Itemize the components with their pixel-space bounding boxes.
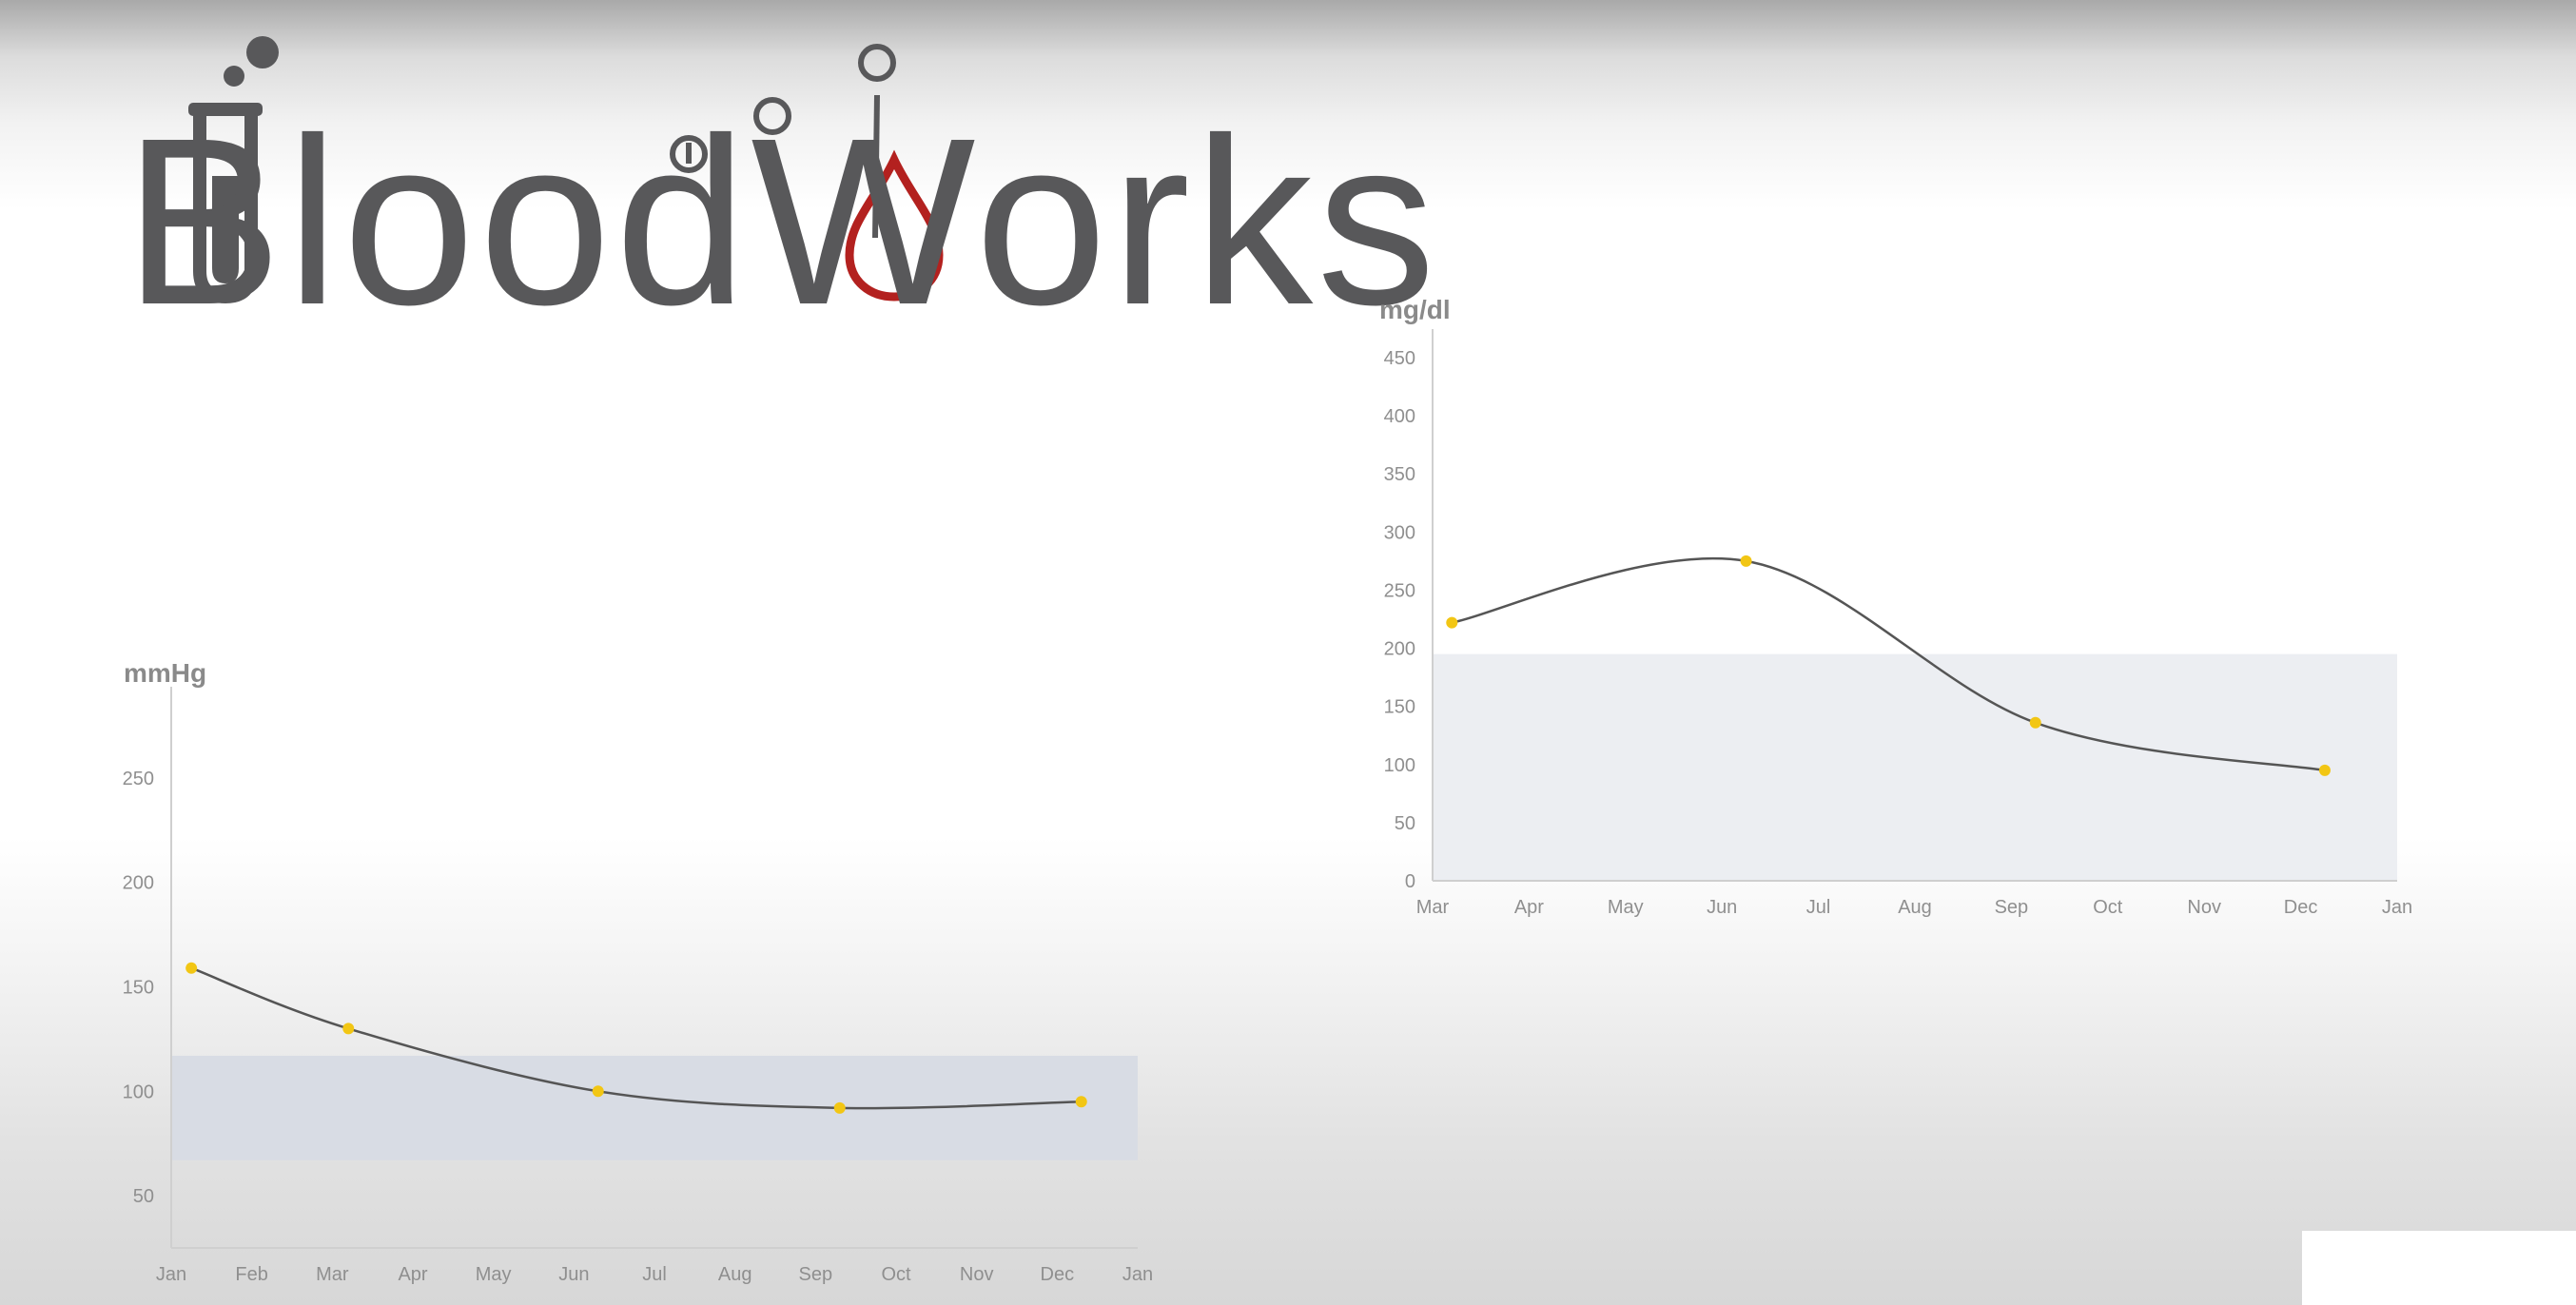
data-point [1075,1096,1087,1108]
y-tick-label: 250 [1384,580,1415,601]
y-tick-label: 300 [1384,522,1415,543]
y-tick-label: 200 [123,873,154,894]
y-tick-label: 50 [133,1186,154,1207]
x-tick-label: Oct [881,1264,911,1285]
x-tick-label: Nov [2187,897,2221,918]
blood-drop-icon [845,149,944,302]
blood-pressure-chart: mmHg 50 100 150 200 250 Jan Feb Mar Apr May Jun Jul… [95,639,1199,1286]
x-tick-label: Sep [1995,897,2029,918]
x-tick-label: Mar [316,1264,349,1285]
x-tick-label: Nov [960,1264,994,1285]
x-tick-label: Apr [1514,897,1544,918]
y-tick-label: 250 [123,769,154,789]
logo-wordmark: BloodWorks [124,88,1440,354]
x-tick-label: Jan [156,1264,186,1285]
data-point [185,962,198,974]
x-tick-label: Dec [2284,897,2318,918]
test-tube-icon [188,36,279,304]
x-tick-label: Dec [1041,1264,1075,1285]
y-tick-label: 400 [1384,406,1415,427]
x-tick-label: Aug [1898,897,1932,918]
data-point [2318,764,2331,776]
data-point [2029,716,2041,729]
x-tick-label: Jun [558,1264,589,1285]
x-tick-label: Mar [1416,897,1450,918]
y-axis-unit-label: mmHg [124,658,207,688]
x-tick-label: Jul [642,1264,667,1285]
data-point [1740,555,1752,567]
x-tick-label: Jan [1122,1264,1153,1285]
x-tick-label: Jun [1707,897,1737,918]
normal-range-band [1433,653,2397,881]
glucose-chart: mg/dl 0 50 100 150 200 250 300 350 400 450 Mar Apr M… [1351,276,2473,932]
data-point [592,1085,604,1098]
series-line [1452,556,2326,772]
blood-pressure-plot: 50 100 150 200 250 Jan Feb Mar Apr May Jun Jul Aug Se… [123,687,1153,1285]
bloodworks-logo: BloodWorks [57,19,1435,341]
glucose-plot: 0 50 100 150 200 250 300 350 400 450 Mar Apr May Jun J… [1384,329,2412,918]
x-tick-label: May [1608,897,1644,918]
data-point [833,1101,846,1114]
x-tick-label: Oct [2093,897,2123,918]
x-tick-label: Apr [398,1264,427,1285]
normal-range-band [171,1055,1138,1160]
bubble-icon [246,36,279,68]
y-axis-unit-label: mg/dl [1379,295,1451,324]
x-tick-label: Aug [718,1264,752,1285]
x-tick-label: Jan [2382,897,2412,918]
data-point [1446,616,1458,629]
y-tick-label: 350 [1384,464,1415,485]
x-tick-label: Sep [799,1264,833,1285]
y-tick-label: 200 [1384,639,1415,660]
molecule-icon [670,44,896,239]
blank-panel [2302,1231,2576,1305]
x-tick-label: Jul [1806,897,1831,918]
y-tick-label: 50 [1395,813,1415,834]
y-tick-label: 450 [1384,348,1415,369]
logo-graphic [188,36,944,304]
y-tick-label: 100 [1384,755,1415,776]
x-tick-label: Feb [235,1264,267,1285]
y-tick-label: 150 [123,977,154,998]
y-tick-label: 150 [1384,697,1415,718]
y-tick-label: 100 [123,1081,154,1102]
y-tick-label: 0 [1405,871,1415,892]
data-point [342,1023,355,1035]
x-tick-label: May [476,1264,512,1285]
